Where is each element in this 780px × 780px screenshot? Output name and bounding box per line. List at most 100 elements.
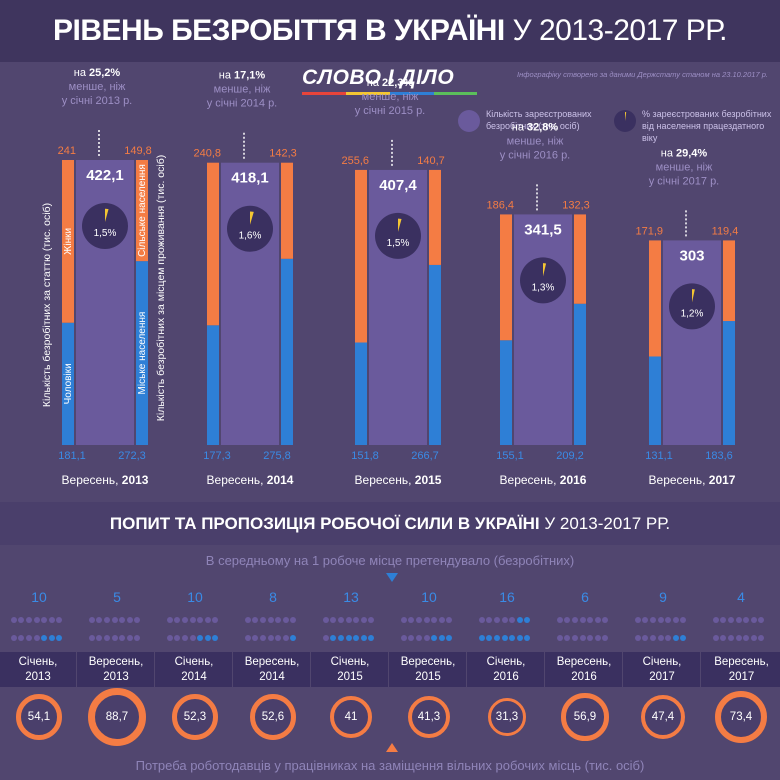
period-label: Вересень, 2014 [180, 473, 320, 487]
ratio-dot [322, 635, 329, 641]
urban-bar [574, 303, 586, 445]
note-value: на 22,3% [367, 77, 414, 89]
ratio-dot [516, 635, 523, 641]
note-text-1: менше, ніж [507, 135, 564, 147]
ratio-dot [712, 635, 719, 641]
ratio-dot [197, 617, 204, 623]
ratio-dot [368, 635, 375, 641]
ratio-dot [727, 617, 734, 623]
rural-label: 140,7 [417, 155, 445, 167]
ratio-value: 10 [31, 589, 47, 605]
ratio-dot [345, 617, 352, 623]
ratio-dot [330, 617, 337, 623]
ratio-dot [353, 617, 360, 623]
ratio-dot [189, 635, 196, 641]
women-bar [62, 160, 74, 323]
ratio-dot [400, 617, 407, 623]
date-month: Вересень, [556, 656, 612, 668]
need-ring: 73,4 [714, 690, 768, 744]
ratio-dot [252, 635, 259, 641]
urban-label: 266,7 [411, 450, 439, 462]
date-cell: Вересень, 2015 [390, 652, 467, 687]
note-value: на 29,4% [661, 147, 708, 159]
date-cell: Вересень, 2014 [234, 652, 311, 687]
ratio-dot [126, 617, 133, 623]
ratio-dot [282, 617, 289, 623]
ratio-dot [18, 635, 25, 641]
total-label: 422,1 [86, 167, 124, 184]
ratio-dot [111, 617, 118, 623]
rural-bar [136, 160, 148, 262]
right-axis-title: Кількість безробітних за місцем проживан… [155, 155, 167, 421]
ratio-dot [88, 635, 95, 641]
men-axis-label: Чоловіки [63, 363, 74, 404]
percent-label: 1,5% [94, 228, 117, 239]
ratio-dot [282, 635, 289, 641]
total-bar [369, 169, 427, 446]
men-bar [649, 356, 661, 445]
date-year: 2016 [571, 671, 597, 683]
rural-label: 132,3 [562, 199, 590, 211]
date-cell: Січень, 2015 [312, 652, 389, 687]
period-year: 2017 [708, 473, 736, 487]
percent-slice [105, 208, 109, 222]
need-ring: 88,7 [87, 687, 147, 747]
ratio-dot [657, 635, 664, 641]
ratio-value: 16 [499, 589, 515, 605]
arrow-up-icon [386, 743, 398, 752]
ratio-value: 5 [113, 589, 121, 605]
date-year: 2017 [649, 671, 675, 683]
legend-registered-label: Кількість зареєстрованих безробітних (ти… [486, 109, 592, 131]
ratio-dot [446, 635, 453, 641]
ratio-dot [360, 617, 367, 623]
period-year: 2013 [121, 473, 149, 487]
women-label: 240,8 [193, 148, 221, 160]
ratio-value: 4 [737, 589, 745, 605]
ratio-dot [486, 635, 493, 641]
ratio-dot [594, 617, 601, 623]
date-cell: Січень, 2017 [624, 652, 701, 687]
percent-slice [543, 263, 547, 277]
ratio-value: 13 [343, 589, 359, 605]
ratio-dot [119, 617, 126, 623]
page-title: РІВЕНЬ БЕЗРОБІТТЯ В УКРАЇНІ У 2013-2017 … [53, 14, 727, 47]
men-label: 151,8 [351, 450, 379, 462]
percent-label: 1,5% [387, 238, 410, 249]
rural-label: 149,8 [124, 145, 152, 157]
ratio-value: 8 [269, 589, 277, 605]
ratio-dot [720, 617, 727, 623]
ratio-dot [642, 635, 649, 641]
ratio-dot [204, 617, 211, 623]
women-bar [500, 214, 512, 341]
period-month: Вересень, [648, 473, 709, 487]
ratio-dot [415, 617, 422, 623]
legend-percent-label: % зареєстрованих безробітних від населен… [642, 109, 772, 143]
ratio-dot [564, 617, 571, 623]
ratio-dot [368, 617, 375, 623]
ratio-dot [423, 617, 430, 623]
ratio-dot [579, 617, 586, 623]
date-year: 2013 [25, 671, 51, 683]
ratio-dot [758, 635, 765, 641]
rural-bar [723, 240, 735, 322]
percent-label: 1,2% [681, 308, 704, 319]
ratio-dot [259, 635, 266, 641]
ratio-dot [259, 617, 266, 623]
ratio-dot [275, 617, 282, 623]
ratio-dot [174, 635, 181, 641]
date-year: 2016 [493, 671, 519, 683]
ratio-dot [478, 617, 485, 623]
ratio-dot [56, 635, 63, 641]
rural-axis-label: Сільське населення [137, 164, 148, 257]
ratio-dot [400, 635, 407, 641]
women-label: 171,9 [635, 225, 663, 237]
rural-bar [574, 214, 586, 304]
ratio-dot [41, 617, 48, 623]
ratio-dot [267, 635, 274, 641]
date-year: 2014 [181, 671, 207, 683]
note-text-1: менше, ніж [362, 91, 419, 103]
note-text-2: у січні 2016 р. [500, 149, 571, 161]
percent-pie [82, 203, 128, 249]
ratio-dot [642, 617, 649, 623]
